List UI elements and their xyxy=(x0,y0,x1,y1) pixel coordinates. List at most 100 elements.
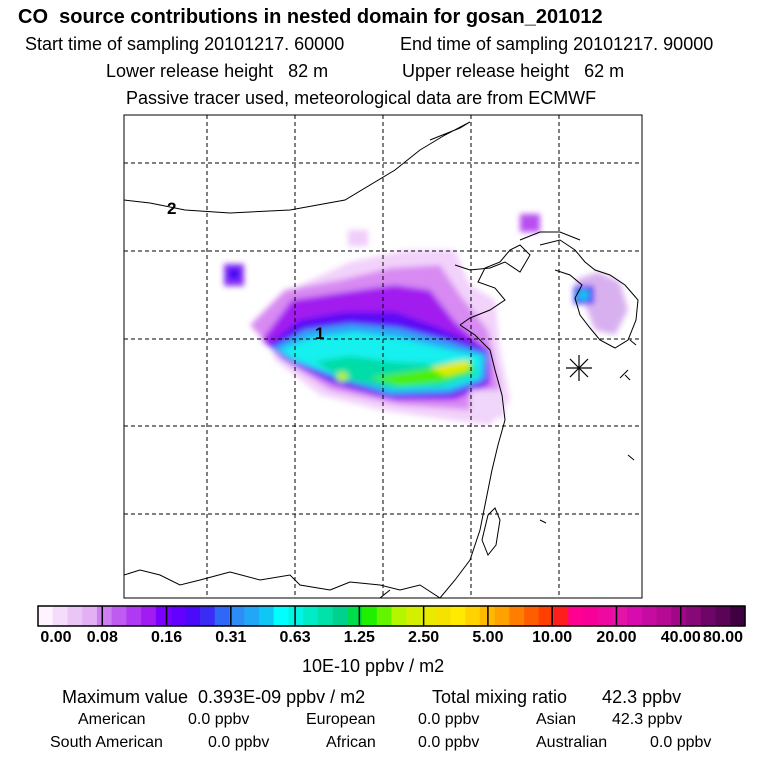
colorbar-units: 10E-10 ppbv / m2 xyxy=(302,656,445,676)
african-label: African xyxy=(326,734,376,751)
upper-release-label: Upper release height 62 m xyxy=(402,61,625,81)
colorbar-swatch xyxy=(627,606,643,626)
australian-label: Australian xyxy=(536,734,608,751)
south-american-value: 0.0 ppbv xyxy=(208,734,270,751)
south-american-label: South American xyxy=(50,734,163,751)
concentration-plume xyxy=(224,214,628,425)
african-value: 0.0 ppbv xyxy=(418,734,480,751)
japan-islands xyxy=(539,339,637,524)
colorbar-swatch xyxy=(82,606,98,626)
plume-korea-inner xyxy=(578,290,589,300)
plume-hotspot xyxy=(336,372,348,382)
colorbar-swatch xyxy=(671,606,687,626)
plume-east-china xyxy=(470,390,505,418)
contour-label-2: 2 xyxy=(167,199,177,218)
tracer-label: Passive tracer used, meteorological data… xyxy=(126,88,597,108)
colorbar-swatch xyxy=(362,606,378,626)
colorbar-swatch xyxy=(96,606,113,626)
interior-border-1 xyxy=(124,569,231,586)
asian-value: 42.3 ppbv xyxy=(612,711,683,728)
colorbar-swatch xyxy=(597,606,614,626)
colorbar-swatch xyxy=(450,606,466,626)
asian-label: Asian xyxy=(536,711,577,728)
colorbar-swatch xyxy=(524,606,540,626)
australian-value: 0.0 ppbv xyxy=(650,734,712,751)
colorbar-swatch xyxy=(317,606,334,626)
american-value: 0.0 ppbv xyxy=(188,711,250,728)
colorbar-swatch xyxy=(155,606,172,626)
contour-label-1: 1 xyxy=(315,324,325,343)
colorbar-swatch xyxy=(582,606,599,626)
colorbar-swatch xyxy=(420,606,437,626)
coastlines xyxy=(124,121,639,598)
colorbar-swatch xyxy=(612,606,628,626)
european-value: 0.0 ppbv xyxy=(418,711,480,728)
colorbar-swatch xyxy=(214,606,231,626)
plume-yellow xyxy=(430,360,470,376)
colorbar-swatch xyxy=(509,606,525,626)
map-gridlines xyxy=(124,115,642,598)
asterisk-marker xyxy=(566,355,592,381)
colorbar-tick-label: 5.00 xyxy=(472,629,504,646)
interior-border-2 xyxy=(229,571,331,591)
colorbar-swatch xyxy=(126,606,142,626)
colorbar-tick-label: 0.63 xyxy=(279,629,311,646)
colorbar-swatch xyxy=(141,606,157,626)
colorbar-swatch xyxy=(200,606,216,626)
colorbar-swatch xyxy=(376,606,393,626)
colorbar-swatch xyxy=(332,606,348,626)
hainan-coast xyxy=(379,589,391,598)
interior-border-3 xyxy=(329,581,441,598)
plume-cell-north xyxy=(348,230,368,246)
colorbar-swatch xyxy=(730,606,746,626)
map-frame xyxy=(123,114,643,599)
colorbar-swatch xyxy=(347,606,363,626)
colorbar-swatch xyxy=(538,606,555,626)
colorbar-tick-label: 40.00 xyxy=(660,629,701,646)
start-time-label: Start time of sampling 20101217. 60000 xyxy=(25,34,345,54)
colorbar-tick-label: 1.25 xyxy=(343,629,375,646)
colorbar-swatch xyxy=(111,606,127,626)
colorbar-swatch xyxy=(641,606,658,626)
colorbar-swatch xyxy=(38,606,54,626)
coast-bohai xyxy=(454,244,531,326)
colorbar-tick-label: 10.00 xyxy=(532,629,573,646)
colorbar-swatch xyxy=(656,606,672,626)
total-mixing-label: Total mixing ratio 42.3 ppbv xyxy=(432,687,682,707)
colorbar-tick-label: 20.00 xyxy=(596,629,637,646)
plume-cell-west-core xyxy=(228,268,240,280)
colorbar-swatch xyxy=(258,606,275,626)
coast-yellowsea xyxy=(439,324,506,598)
map-area xyxy=(124,115,642,598)
colorbar-tick-label: 2.50 xyxy=(408,629,440,646)
colorbar-swatch xyxy=(391,606,407,626)
colorbar-swatch xyxy=(67,606,83,626)
colorbar-swatch xyxy=(465,606,481,626)
colorbar-tick-label: 0.00 xyxy=(40,629,72,646)
colorbar-swatch xyxy=(686,606,702,626)
colorbar-tick-label: 0.16 xyxy=(150,629,183,646)
colorbar-swatch xyxy=(406,606,422,626)
lower-release-label: Lower release height 82 m xyxy=(106,61,329,81)
plume-cell-northeast xyxy=(520,214,540,232)
colorbar-frame xyxy=(37,605,746,627)
korea-coast xyxy=(539,239,639,349)
end-time-label: End time of sampling 20101217. 90000 xyxy=(400,34,714,54)
plot-title: CO source contributions in nested domain… xyxy=(18,6,603,28)
colorbar-swatch xyxy=(568,606,584,626)
colorbar-swatch xyxy=(244,606,260,626)
european-label: European xyxy=(306,711,376,728)
coast-north xyxy=(124,121,471,214)
colorbar-tick-label: 0.31 xyxy=(215,629,247,646)
colorbar-swatch xyxy=(185,606,201,626)
colorbar-swatch xyxy=(494,606,510,626)
colorbar-swatch xyxy=(229,606,245,626)
american-label: American xyxy=(78,711,146,728)
colorbar-swatch xyxy=(170,606,186,626)
china-north-border xyxy=(519,231,581,241)
colorbar xyxy=(38,606,746,626)
colorbar-swatch xyxy=(52,606,69,626)
colorbar-swatch xyxy=(553,606,569,626)
colorbar-swatch xyxy=(715,606,731,626)
colorbar-ticks xyxy=(101,606,682,626)
